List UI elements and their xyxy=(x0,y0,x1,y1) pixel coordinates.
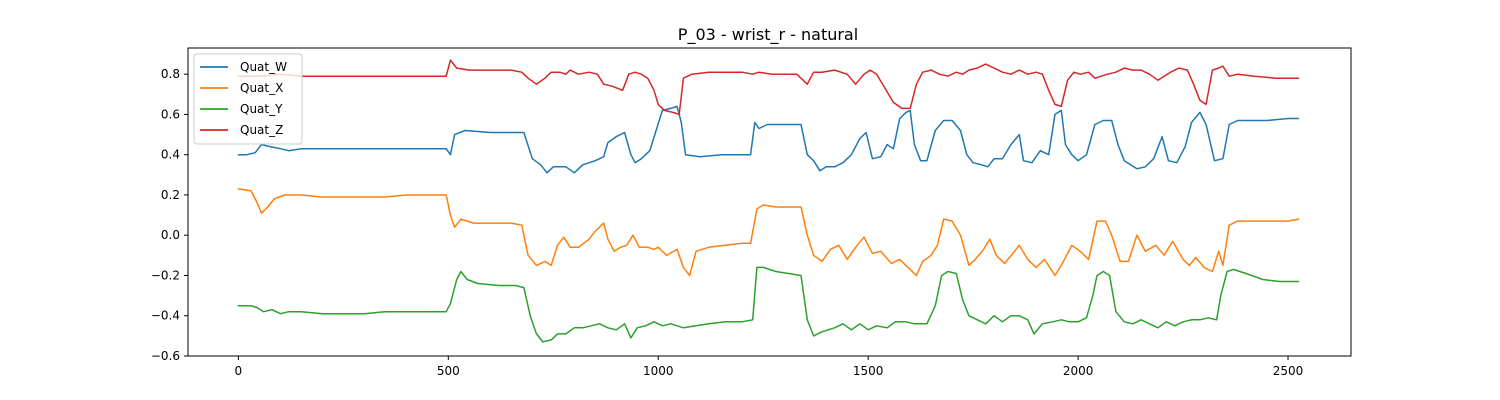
series-layer xyxy=(237,59,1300,343)
y-tick-label: −0.2 xyxy=(151,268,180,282)
series-line-quat-y xyxy=(237,266,1300,343)
legend: Quat_W Quat_X Quat_Y Quat_Z xyxy=(193,53,303,145)
x-tick-label: 0 xyxy=(235,364,243,378)
x-tick-label: 1000 xyxy=(643,364,674,378)
y-tick-label: −0.4 xyxy=(151,309,180,323)
x-tick-label: 500 xyxy=(437,364,460,378)
y-tick-label: 0.2 xyxy=(161,188,180,202)
y-tick-label: 0.8 xyxy=(161,67,180,81)
x-tick-label: 1500 xyxy=(853,364,884,378)
legend-label: Quat_Y xyxy=(240,102,283,116)
y-tick-label: 0.6 xyxy=(161,107,180,121)
x-tick-label: 2500 xyxy=(1273,364,1304,378)
series-line-quat-z xyxy=(237,59,1300,116)
series-line-quat-x xyxy=(237,188,1300,277)
y-tick-label: 0.0 xyxy=(161,228,180,242)
legend-label: Quat_X xyxy=(240,81,283,95)
x-tick-label: 2000 xyxy=(1063,364,1094,378)
legend-box xyxy=(193,53,303,145)
x-axis: 0 500 1000 1500 2000 2500 xyxy=(235,356,1304,378)
chart-title: P_03 - wrist_r - natural xyxy=(678,25,858,45)
y-tick-label: 0.4 xyxy=(161,148,180,162)
legend-label: Quat_W xyxy=(240,60,287,74)
legend-label: Quat_Z xyxy=(240,123,283,137)
y-axis: −0.6 −0.4 −0.2 0.0 0.2 0.4 0.6 0.8 xyxy=(151,67,188,363)
y-tick-label: −0.6 xyxy=(151,349,180,363)
series-line-quat-w xyxy=(237,105,1300,174)
plot-frame xyxy=(187,47,1352,357)
